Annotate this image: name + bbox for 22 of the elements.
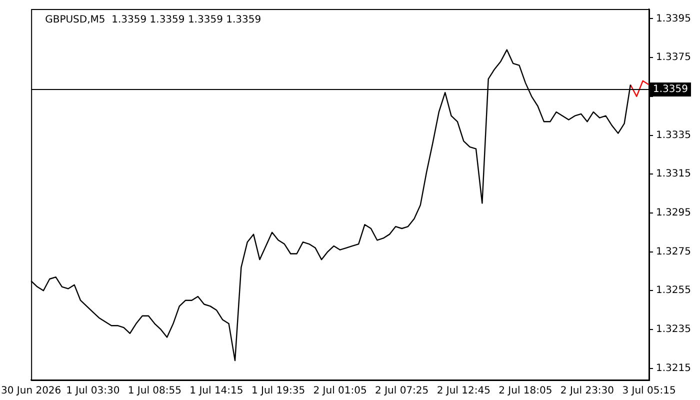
y-tick-label: 1.3255 [656, 285, 692, 296]
x-tick-label: 2 Jul 18:05 [498, 386, 552, 397]
x-tick-label: 1 Jul 03:30 [66, 386, 120, 397]
x-tick-label: 2 Jul 01:05 [313, 386, 367, 397]
y-tick-label: 1.3235 [656, 324, 692, 336]
y-tick-label: 1.3215 [656, 362, 692, 374]
x-tick-label: 3 Jul 05:15 [622, 386, 676, 397]
ref-line-label: 1.3359 [653, 84, 688, 96]
y-tick-label: 1.3295 [656, 208, 692, 219]
y-tick-label: 1.3335 [656, 130, 692, 141]
x-tick-label: 1 Jul 08:55 [128, 386, 182, 397]
text: GBPUSD,M5 1.3359 1.3359 1.3359 1.3359 [45, 14, 262, 26]
y-tick-label: 1.3275 [656, 246, 692, 258]
y-tick-label: 1.3395 [656, 13, 692, 24]
x-tick-label: 1 Jul 14:15 [190, 386, 244, 397]
x-tick-label: 2 Jul 07:25 [375, 386, 429, 397]
x-tick-label: 1 Jul 19:35 [251, 386, 306, 397]
y-tick-label: 1.3315 [656, 168, 692, 180]
x-tick-label: 2 Jul 23:30 [560, 386, 614, 397]
x-tick-label: 2 Jul 12:45 [436, 386, 490, 397]
x-tick-label: 30 Jun 2026 [1, 386, 62, 397]
y-tick-label: 1.3375 [656, 52, 692, 64]
